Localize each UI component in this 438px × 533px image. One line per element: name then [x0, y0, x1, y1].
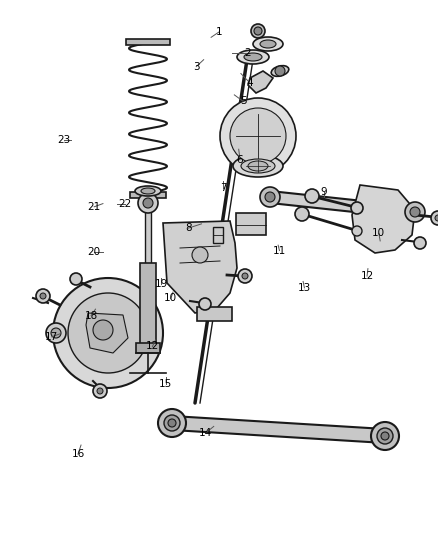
- Circle shape: [295, 207, 309, 221]
- Text: 5: 5: [240, 96, 247, 106]
- Circle shape: [68, 293, 148, 373]
- Circle shape: [93, 320, 113, 340]
- Circle shape: [435, 215, 438, 221]
- Text: 17: 17: [45, 332, 58, 342]
- Circle shape: [53, 278, 163, 388]
- Ellipse shape: [248, 161, 268, 171]
- Circle shape: [414, 237, 426, 249]
- Text: 11: 11: [273, 246, 286, 255]
- Text: 6: 6: [237, 155, 244, 165]
- Circle shape: [164, 415, 180, 431]
- Circle shape: [192, 247, 208, 263]
- Text: 3: 3: [193, 62, 200, 71]
- Text: 21: 21: [88, 202, 101, 212]
- Text: 15: 15: [159, 379, 172, 389]
- Circle shape: [351, 202, 363, 214]
- Circle shape: [305, 189, 319, 203]
- Circle shape: [377, 428, 393, 444]
- Polygon shape: [270, 191, 410, 218]
- Circle shape: [410, 207, 420, 217]
- Circle shape: [260, 187, 280, 207]
- Ellipse shape: [135, 186, 161, 196]
- Text: 18: 18: [85, 311, 98, 320]
- Circle shape: [352, 226, 362, 236]
- Polygon shape: [248, 71, 273, 93]
- Ellipse shape: [253, 37, 283, 51]
- Circle shape: [199, 298, 211, 310]
- Circle shape: [405, 202, 425, 222]
- Circle shape: [143, 198, 153, 208]
- Circle shape: [242, 273, 248, 279]
- Text: 10: 10: [164, 294, 177, 303]
- Text: 23: 23: [57, 135, 70, 144]
- Bar: [130, 192, 166, 198]
- Text: 19: 19: [155, 279, 168, 288]
- Text: 22: 22: [118, 199, 131, 208]
- Polygon shape: [172, 416, 385, 443]
- Circle shape: [220, 98, 296, 174]
- Polygon shape: [163, 221, 237, 313]
- Circle shape: [431, 211, 438, 225]
- Circle shape: [230, 108, 286, 164]
- Text: 4: 4: [246, 78, 253, 87]
- Text: 16: 16: [71, 449, 85, 459]
- Circle shape: [381, 432, 389, 440]
- Circle shape: [238, 269, 252, 283]
- Circle shape: [97, 388, 103, 394]
- Ellipse shape: [260, 40, 276, 48]
- Bar: [140, 263, 156, 348]
- Ellipse shape: [244, 53, 262, 61]
- Text: 8: 8: [185, 223, 192, 233]
- Circle shape: [275, 66, 285, 76]
- Circle shape: [93, 384, 107, 398]
- Polygon shape: [352, 185, 415, 253]
- Circle shape: [371, 422, 399, 450]
- Circle shape: [46, 323, 66, 343]
- Ellipse shape: [271, 66, 289, 76]
- Text: 14: 14: [199, 428, 212, 438]
- Circle shape: [158, 409, 186, 437]
- Text: 1: 1: [215, 27, 223, 37]
- Text: 2: 2: [244, 49, 251, 58]
- Text: 7: 7: [220, 183, 227, 192]
- Text: 20: 20: [88, 247, 101, 256]
- Bar: [213, 227, 223, 243]
- Circle shape: [36, 289, 50, 303]
- Circle shape: [51, 328, 61, 338]
- Ellipse shape: [241, 159, 275, 173]
- Ellipse shape: [237, 50, 269, 64]
- Circle shape: [40, 293, 46, 299]
- Circle shape: [70, 273, 82, 285]
- Bar: [197, 307, 232, 321]
- Text: 10: 10: [372, 229, 385, 238]
- Bar: [145, 197, 151, 265]
- Ellipse shape: [141, 188, 155, 194]
- Circle shape: [251, 24, 265, 38]
- Bar: [236, 213, 266, 235]
- Circle shape: [138, 193, 158, 213]
- Bar: [126, 39, 170, 45]
- Text: 13: 13: [298, 283, 311, 293]
- Ellipse shape: [233, 155, 283, 177]
- Bar: [136, 343, 160, 353]
- Text: 9: 9: [321, 187, 328, 197]
- Circle shape: [254, 27, 262, 35]
- Circle shape: [265, 192, 275, 202]
- Text: 12: 12: [146, 342, 159, 351]
- Text: 12: 12: [360, 271, 374, 281]
- Circle shape: [168, 419, 176, 427]
- Polygon shape: [86, 313, 128, 353]
